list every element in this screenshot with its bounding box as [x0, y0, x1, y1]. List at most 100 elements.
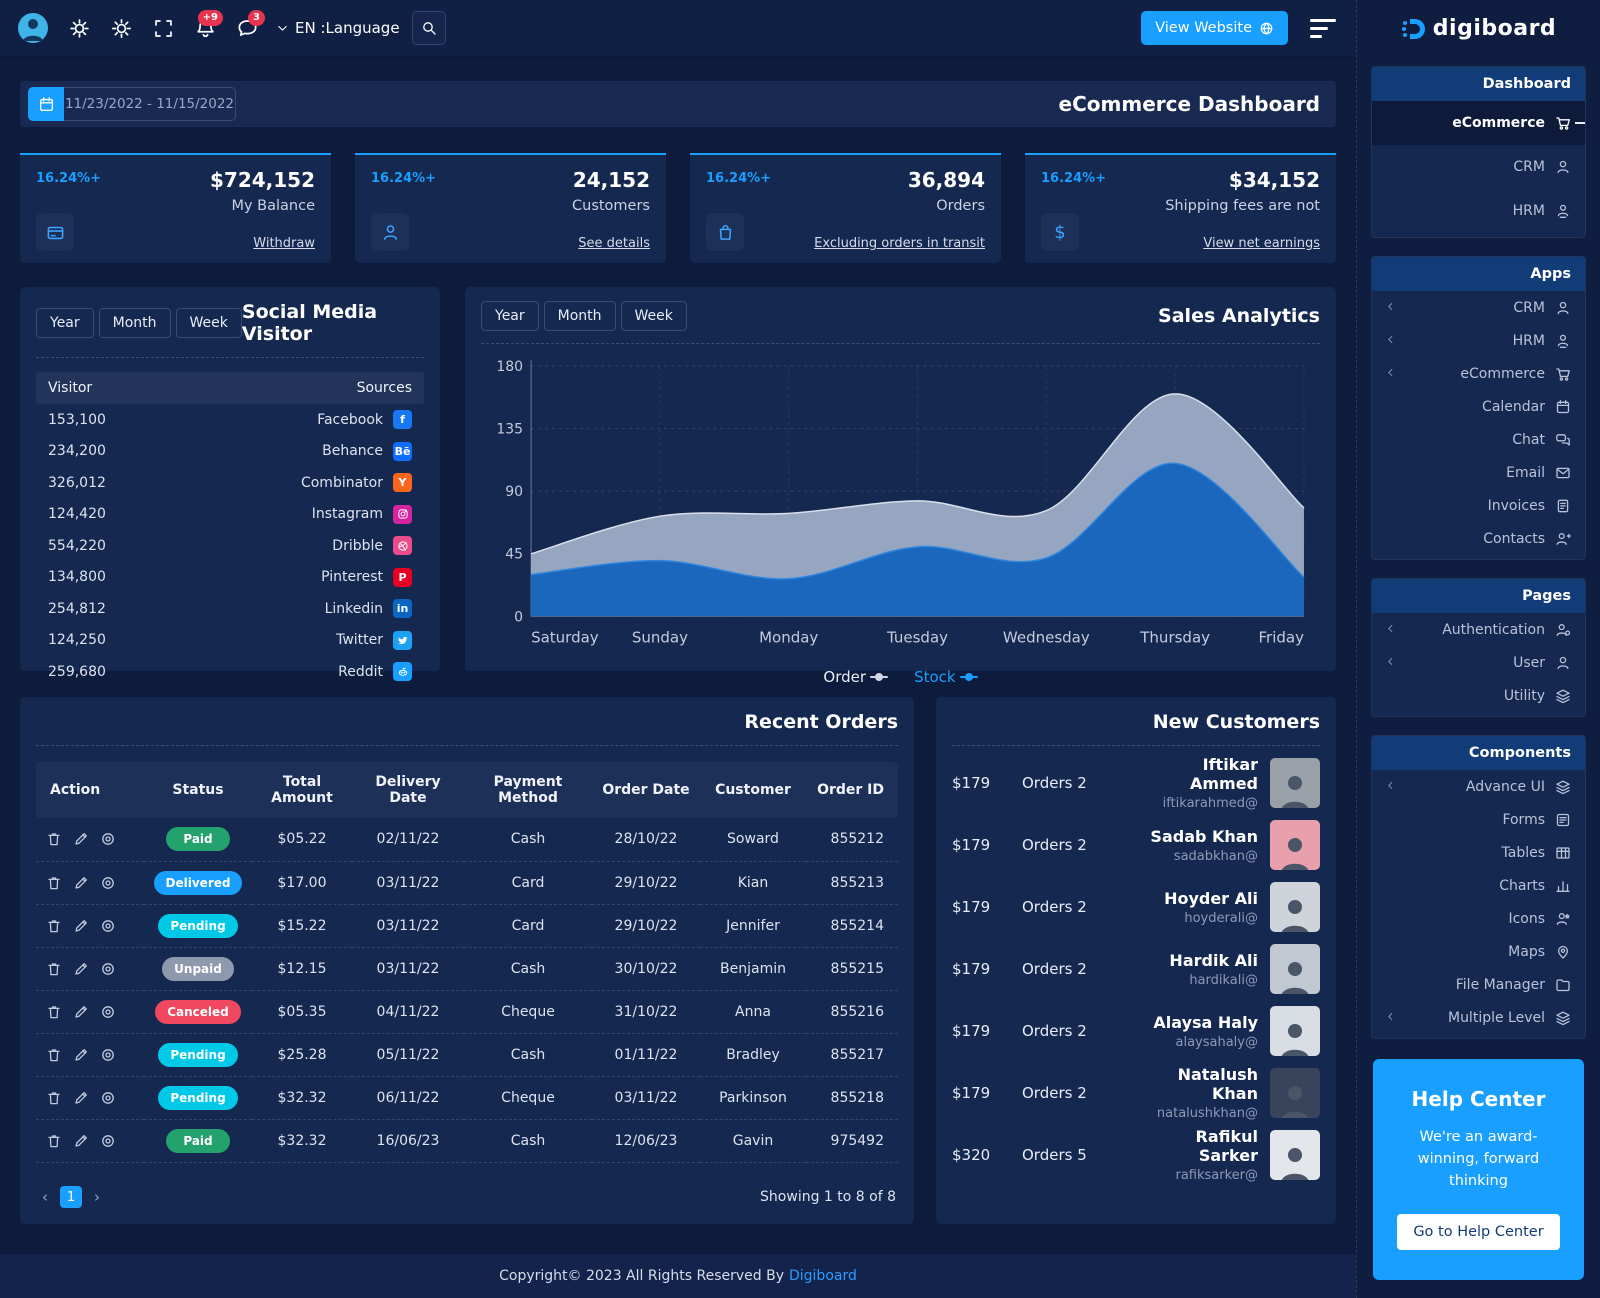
behance-icon[interactable]: Bē	[393, 441, 412, 461]
view-icon[interactable]	[100, 961, 116, 977]
stat-link[interactable]: Excluding orders in transit	[814, 236, 985, 251]
pagination-prev-icon[interactable]: ‹	[42, 1188, 48, 1206]
edit-icon[interactable]	[73, 961, 89, 977]
delete-icon[interactable]	[46, 1004, 62, 1020]
sales-tab-year[interactable]: Year	[481, 301, 539, 331]
delete-icon[interactable]	[46, 1133, 62, 1149]
social-tab-month[interactable]: Month	[98, 308, 171, 338]
sidebar-item-hrm[interactable]: HRM	[1372, 189, 1585, 233]
legend-stock[interactable]: Stock	[914, 668, 978, 686]
orders-column-status: Status	[144, 762, 252, 818]
sidebar-item-multiple-level[interactable]: Multiple Level	[1372, 1001, 1585, 1034]
pagination-page-1[interactable]: 1	[60, 1186, 82, 1208]
notifications-bell-icon[interactable]: +9	[184, 8, 226, 48]
view-icon[interactable]	[100, 831, 116, 847]
messages-chat-icon[interactable]: 3	[226, 8, 268, 48]
language-selector[interactable]: EN :Language	[276, 19, 400, 37]
edit-icon[interactable]	[73, 1090, 89, 1106]
delete-icon[interactable]	[46, 918, 62, 934]
sidebar-item-tables[interactable]: Tables	[1372, 836, 1585, 869]
sidebar-item-ecommerce[interactable]: eCommerce	[1372, 357, 1585, 390]
go-to-help-center-button[interactable]: Go to Help Center	[1397, 1214, 1560, 1251]
legend-order[interactable]: Order	[823, 668, 889, 686]
edit-icon[interactable]	[73, 875, 89, 891]
view-icon[interactable]	[100, 875, 116, 891]
sidebar-item-file-manager[interactable]: File Manager	[1372, 968, 1585, 1001]
visitor-count: 254,812	[48, 600, 106, 617]
view-icon[interactable]	[100, 918, 116, 934]
sidebar-item-email[interactable]: Email	[1372, 456, 1585, 489]
search-button[interactable]	[411, 11, 446, 45]
delete-icon[interactable]	[46, 875, 62, 891]
sidebar-item-label: Tables	[1501, 844, 1546, 861]
pagination-next-icon[interactable]: ›	[94, 1188, 100, 1206]
pinterest-icon[interactable]: P	[393, 567, 412, 587]
customer-orders: Orders 5	[1022, 1146, 1087, 1164]
sidebar-item-invoices[interactable]: Invoices	[1372, 489, 1585, 522]
footer-brand-link[interactable]: Digiboard	[788, 1268, 857, 1284]
user-avatar[interactable]	[18, 13, 48, 43]
sidebar-item-authentication[interactable]: Authentication	[1372, 613, 1585, 646]
dribble-icon[interactable]	[393, 536, 412, 556]
order-id: 855216	[806, 990, 898, 1034]
chevron-left-icon	[1385, 300, 1396, 316]
delete-icon[interactable]	[46, 961, 62, 977]
payment-method: Cash	[464, 1119, 592, 1163]
sidebar-item-chat[interactable]: Chat	[1372, 423, 1585, 456]
order-date: 03/11/22	[592, 1076, 700, 1120]
sidebar-item-user[interactable]: User	[1372, 646, 1585, 679]
menu-toggle-icon[interactable]	[1310, 18, 1336, 38]
date-range-picker[interactable]: 11/23/2022 - 11/15/2022	[28, 87, 236, 121]
sidebar-item-contacts[interactable]: Contacts	[1372, 522, 1585, 555]
edit-icon[interactable]	[73, 1047, 89, 1063]
edit-icon[interactable]	[73, 1133, 89, 1149]
view-icon[interactable]	[100, 1090, 116, 1106]
sidebar-item-crm[interactable]: CRM	[1372, 291, 1585, 324]
edit-icon[interactable]	[73, 1004, 89, 1020]
calendar-icon[interactable]	[28, 87, 64, 121]
instagram-icon[interactable]	[393, 504, 412, 524]
twitter-icon[interactable]	[393, 630, 412, 650]
order-amount: $17.00	[252, 861, 352, 905]
delete-icon[interactable]	[46, 1090, 62, 1106]
stat-link[interactable]: Withdraw	[253, 236, 315, 251]
sidebar-item-hrm[interactable]: HRM	[1372, 324, 1585, 357]
view-website-button[interactable]: View Website	[1141, 11, 1288, 45]
social-panel-title: Social Media Visitor	[241, 301, 378, 345]
linkedin-icon[interactable]: in	[393, 599, 412, 619]
stat-link[interactable]: View net earnings	[1203, 236, 1320, 251]
customer-amount: $179	[952, 1084, 991, 1102]
fullscreen-icon[interactable]	[142, 8, 184, 48]
settings-gear-icon[interactable]	[58, 8, 100, 48]
edit-icon[interactable]	[73, 918, 89, 934]
sidebar-item-utility[interactable]: Utility	[1372, 679, 1585, 712]
sidebar-item-forms[interactable]: Forms	[1372, 803, 1585, 836]
view-icon[interactable]	[100, 1047, 116, 1063]
date-range-value[interactable]: 11/23/2022 - 11/15/2022	[64, 87, 236, 121]
facebook-icon[interactable]: f	[393, 410, 412, 430]
sidebar-item-calendar[interactable]: Calendar	[1372, 390, 1585, 423]
sales-tab-week[interactable]: Week	[620, 301, 687, 331]
brand-logo[interactable]: digiboard	[1357, 0, 1600, 57]
social-tab-week[interactable]: Week	[175, 308, 242, 338]
theme-brightness-icon[interactable]	[100, 8, 142, 48]
social-tab-year[interactable]: Year	[36, 308, 94, 338]
customer-email: natalushkhan@	[1156, 1106, 1258, 1121]
sidebar-item-ecommerce[interactable]: eCommerce	[1372, 101, 1585, 145]
sidebar-item-icons[interactable]: Icons	[1372, 902, 1585, 935]
sidebar-item-advance-ui[interactable]: Advance UI	[1372, 770, 1585, 803]
sidebar-item-crm[interactable]: CRM	[1372, 145, 1585, 189]
combinator-icon[interactable]: Y	[393, 473, 412, 493]
view-icon[interactable]	[100, 1004, 116, 1020]
delete-icon[interactable]	[46, 1047, 62, 1063]
sales-tab-month[interactable]: Month	[543, 301, 616, 331]
view-icon[interactable]	[100, 1133, 116, 1149]
sidebar-item-maps[interactable]: Maps	[1372, 935, 1585, 968]
edit-icon[interactable]	[73, 831, 89, 847]
reddit-icon[interactable]	[393, 662, 412, 682]
bag-icon	[706, 213, 744, 251]
stat-link[interactable]: See details	[578, 236, 650, 251]
sidebar-item-charts[interactable]: Charts	[1372, 869, 1585, 902]
delete-icon[interactable]	[46, 831, 62, 847]
customer-name: Hardik Ali	[1169, 950, 1258, 970]
